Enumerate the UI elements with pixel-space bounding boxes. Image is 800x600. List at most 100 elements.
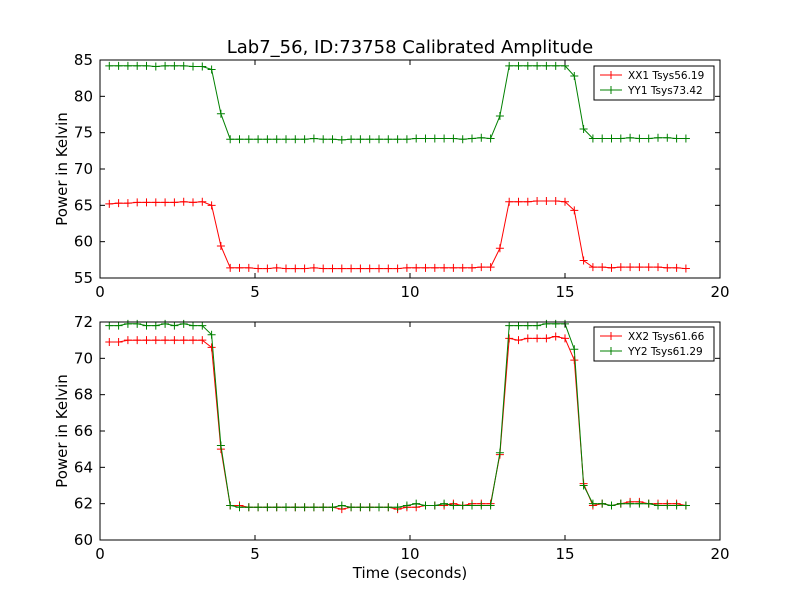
data-point	[207, 330, 216, 339]
data-point	[105, 61, 114, 70]
data-point	[458, 263, 467, 272]
data-point	[663, 501, 672, 510]
data-point	[458, 501, 467, 510]
data-point	[151, 62, 160, 71]
data-point	[412, 263, 421, 272]
data-point	[430, 134, 439, 143]
data-point	[616, 263, 625, 272]
data-point	[486, 134, 495, 143]
data-point	[384, 264, 393, 273]
data-point	[495, 448, 504, 457]
data-point	[616, 499, 625, 508]
data-point	[123, 199, 132, 208]
data-point	[663, 263, 672, 272]
y-tick-label: 72	[74, 313, 93, 331]
data-point	[588, 499, 597, 508]
data-point	[672, 263, 681, 272]
data-point	[161, 336, 170, 345]
legend-marker	[607, 71, 615, 79]
data-point	[393, 503, 402, 512]
data-point	[477, 263, 486, 272]
data-point	[607, 134, 616, 143]
data-point	[337, 501, 346, 510]
data-point	[384, 503, 393, 512]
data-point	[207, 343, 216, 352]
data-point	[105, 337, 114, 346]
data-point	[235, 263, 244, 272]
legend-label: YY1 Tsys73.42	[627, 85, 703, 97]
y-tick-label: 60	[74, 531, 93, 549]
data-point	[347, 264, 356, 273]
x-axis-label: Time (seconds)	[352, 564, 468, 582]
bottom-subplot: 0 5 10 15 20 60 62 64 66 68 70 72 Power in Kelvin Tim…	[53, 313, 730, 582]
legend-marker	[607, 347, 615, 355]
y-tick-label: 68	[74, 386, 93, 404]
data-point	[495, 244, 504, 253]
data-point	[347, 135, 356, 144]
data-point	[254, 135, 263, 144]
data-point	[561, 334, 569, 343]
x-tick-label: 20	[710, 545, 729, 563]
data-point	[607, 263, 616, 272]
data-point	[607, 501, 616, 510]
data-point	[235, 135, 244, 144]
data-point	[533, 196, 542, 205]
data-point	[170, 321, 179, 330]
data-point	[449, 134, 458, 143]
data-point	[421, 501, 430, 510]
data-point	[254, 264, 263, 273]
series-2-group	[105, 319, 690, 512]
data-point	[309, 134, 318, 143]
data-point	[681, 501, 690, 510]
data-point	[514, 197, 523, 206]
data-point	[282, 264, 290, 273]
data-point	[542, 319, 551, 328]
data-point	[319, 264, 328, 273]
data-point	[347, 503, 356, 512]
data-point	[644, 499, 653, 508]
series-line	[109, 200, 686, 270]
data-point	[328, 503, 337, 512]
data-point	[319, 135, 328, 144]
data-point	[384, 135, 393, 144]
data-point	[542, 334, 551, 343]
data-point	[133, 61, 142, 70]
y-tick-label: 80	[74, 87, 93, 105]
data-point	[189, 336, 197, 345]
data-point	[570, 356, 579, 365]
data-point	[161, 319, 170, 328]
data-point	[114, 61, 123, 70]
data-point	[486, 501, 495, 510]
data-point	[468, 134, 476, 143]
data-point	[598, 499, 607, 508]
data-point	[681, 264, 690, 273]
x-tick-label: 20	[710, 283, 729, 301]
data-point	[551, 319, 560, 328]
data-point	[105, 199, 114, 208]
data-point	[570, 71, 579, 80]
y-tick-label: 66	[74, 422, 93, 440]
legend: XX2 Tsys61.66 YY2 Tsys61.29	[593, 326, 715, 362]
data-point	[654, 263, 662, 272]
data-point	[570, 206, 579, 215]
data-point	[412, 499, 421, 508]
data-point	[505, 197, 514, 206]
data-point	[198, 197, 207, 206]
data-point	[189, 321, 197, 330]
data-point	[440, 134, 449, 143]
data-point	[244, 263, 253, 272]
y-tick-label: 64	[74, 458, 93, 476]
data-point	[189, 62, 197, 71]
x-tick-label: 0	[95, 545, 105, 563]
data-point	[495, 111, 504, 120]
data-point	[626, 133, 635, 142]
data-point	[412, 134, 421, 143]
data-point	[551, 332, 560, 341]
data-point	[291, 264, 300, 273]
data-point	[105, 321, 114, 330]
data-point	[272, 503, 281, 512]
data-point	[123, 336, 132, 345]
y-tick-label: 60	[74, 233, 93, 251]
data-point	[533, 334, 542, 343]
data-point	[337, 135, 346, 144]
